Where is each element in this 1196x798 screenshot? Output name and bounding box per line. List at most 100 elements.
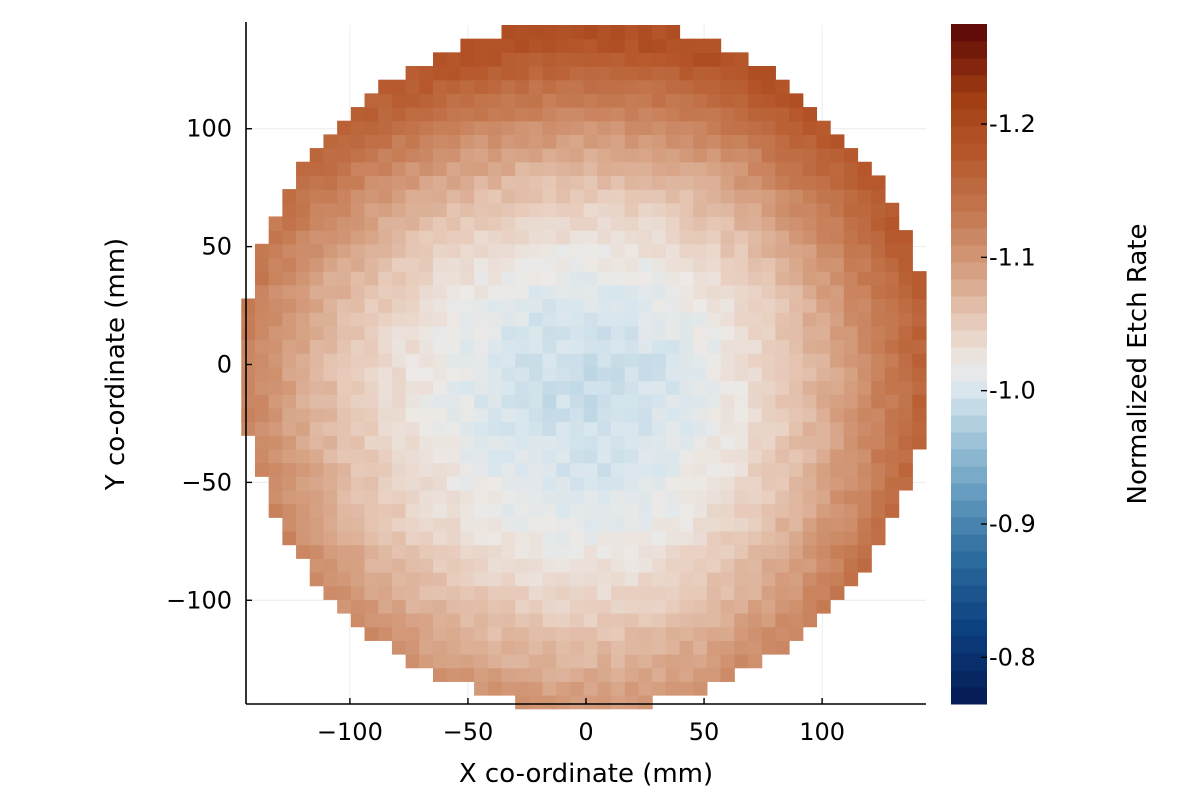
heatmap-cell xyxy=(405,517,420,532)
heatmap-cell xyxy=(391,202,407,218)
heatmap-cell xyxy=(789,353,804,368)
heatmap-cell xyxy=(583,585,598,600)
heatmap-cell xyxy=(542,339,557,354)
heatmap-cell xyxy=(350,448,366,464)
heatmap-cell xyxy=(884,312,900,327)
heatmap-cell xyxy=(884,407,900,423)
heatmap-cell xyxy=(802,558,818,573)
heatmap-cell xyxy=(611,353,626,368)
heatmap-cell xyxy=(597,325,612,341)
heatmap-cell xyxy=(665,107,681,122)
heatmap-cell xyxy=(350,175,366,190)
heatmap-cell xyxy=(446,284,461,300)
heatmap-cell xyxy=(569,38,585,53)
heatmap-cell xyxy=(624,654,640,669)
heatmap-cell xyxy=(433,407,448,423)
heatmap-cell xyxy=(378,599,393,614)
heatmap-cell xyxy=(611,530,626,546)
heatmap-cell xyxy=(638,394,653,409)
heatmap-cell xyxy=(597,448,612,464)
heatmap-cell xyxy=(652,476,667,491)
heatmap-cell xyxy=(747,161,763,177)
heatmap-cell xyxy=(747,571,763,587)
colorbar-step xyxy=(951,602,987,620)
heatmap-cell xyxy=(638,407,653,423)
heatmap-cell xyxy=(747,120,763,135)
heatmap-cell xyxy=(597,476,612,491)
heatmap-cell xyxy=(816,585,831,600)
heatmap-cell xyxy=(843,544,859,559)
heatmap-cell xyxy=(501,613,516,628)
heatmap-cell xyxy=(679,243,694,259)
heatmap-cell xyxy=(706,243,722,259)
heatmap-cell xyxy=(542,667,557,682)
heatmap-cell xyxy=(296,421,311,436)
heatmap-cell xyxy=(830,448,845,464)
heatmap-cell xyxy=(816,257,831,272)
heatmap-cell xyxy=(638,243,653,259)
heatmap-cell xyxy=(638,544,653,559)
colorbar-step xyxy=(951,483,987,501)
heatmap-cell xyxy=(665,353,681,368)
heatmap-cell xyxy=(254,407,270,423)
heatmap-cell xyxy=(775,148,790,163)
heatmap-cell xyxy=(652,613,667,628)
heatmap-cell xyxy=(816,435,831,450)
heatmap-cell xyxy=(706,476,722,491)
heatmap-cell xyxy=(843,175,859,190)
heatmap-cell xyxy=(378,284,393,300)
heatmap-cell xyxy=(747,339,763,354)
heatmap-cell xyxy=(501,558,516,573)
heatmap-cell xyxy=(405,613,420,628)
heatmap-cell xyxy=(282,216,297,231)
heatmap-cell xyxy=(528,421,544,436)
heatmap-cell xyxy=(761,421,776,436)
heatmap-cell xyxy=(624,435,640,450)
heatmap-cell xyxy=(843,243,859,259)
heatmap-cell xyxy=(364,107,379,122)
heatmap-cell xyxy=(515,38,530,53)
heatmap-cell xyxy=(378,230,393,245)
heatmap-cell xyxy=(391,148,407,163)
heatmap-cell xyxy=(296,503,311,518)
heatmap-cell xyxy=(405,257,420,272)
heatmap-cell xyxy=(460,435,475,450)
heatmap-cell xyxy=(542,599,557,614)
heatmap-cell xyxy=(734,339,749,354)
heatmap-cell xyxy=(679,544,694,559)
heatmap-cell xyxy=(747,257,763,272)
heatmap-cell xyxy=(433,325,448,341)
heatmap-cell xyxy=(706,52,722,67)
heatmap-cell xyxy=(597,380,612,395)
heatmap-cell xyxy=(638,599,653,614)
heatmap-cell xyxy=(419,380,434,395)
heatmap-cell xyxy=(638,148,653,163)
heatmap-cell xyxy=(419,93,434,108)
heatmap-cell xyxy=(446,476,461,491)
heatmap-cell xyxy=(912,421,927,436)
heatmap-cell xyxy=(474,599,489,614)
heatmap-cell xyxy=(665,148,681,163)
heatmap-cell xyxy=(569,325,585,341)
heatmap-cell xyxy=(611,626,626,641)
heatmap-cell xyxy=(597,530,612,546)
heatmap-cell xyxy=(706,312,722,327)
heatmap-cell xyxy=(775,462,790,477)
heatmap-cell xyxy=(556,448,571,464)
heatmap-cell xyxy=(433,79,448,94)
heatmap-cell xyxy=(391,571,407,587)
heatmap-cell xyxy=(583,681,598,696)
heatmap-cell xyxy=(378,448,393,464)
heatmap-cell xyxy=(802,175,818,190)
heatmap-cell xyxy=(720,544,735,559)
heatmap-cell xyxy=(720,189,735,204)
heatmap-cell xyxy=(501,380,516,395)
heatmap-cell xyxy=(720,107,735,122)
heatmap-cell xyxy=(501,134,516,149)
heatmap-cell xyxy=(706,353,722,368)
heatmap-cell xyxy=(528,189,544,204)
heatmap-cell xyxy=(802,230,818,245)
heatmap-cell xyxy=(638,640,653,655)
heatmap-cell xyxy=(597,394,612,409)
heatmap-cell xyxy=(419,66,434,81)
